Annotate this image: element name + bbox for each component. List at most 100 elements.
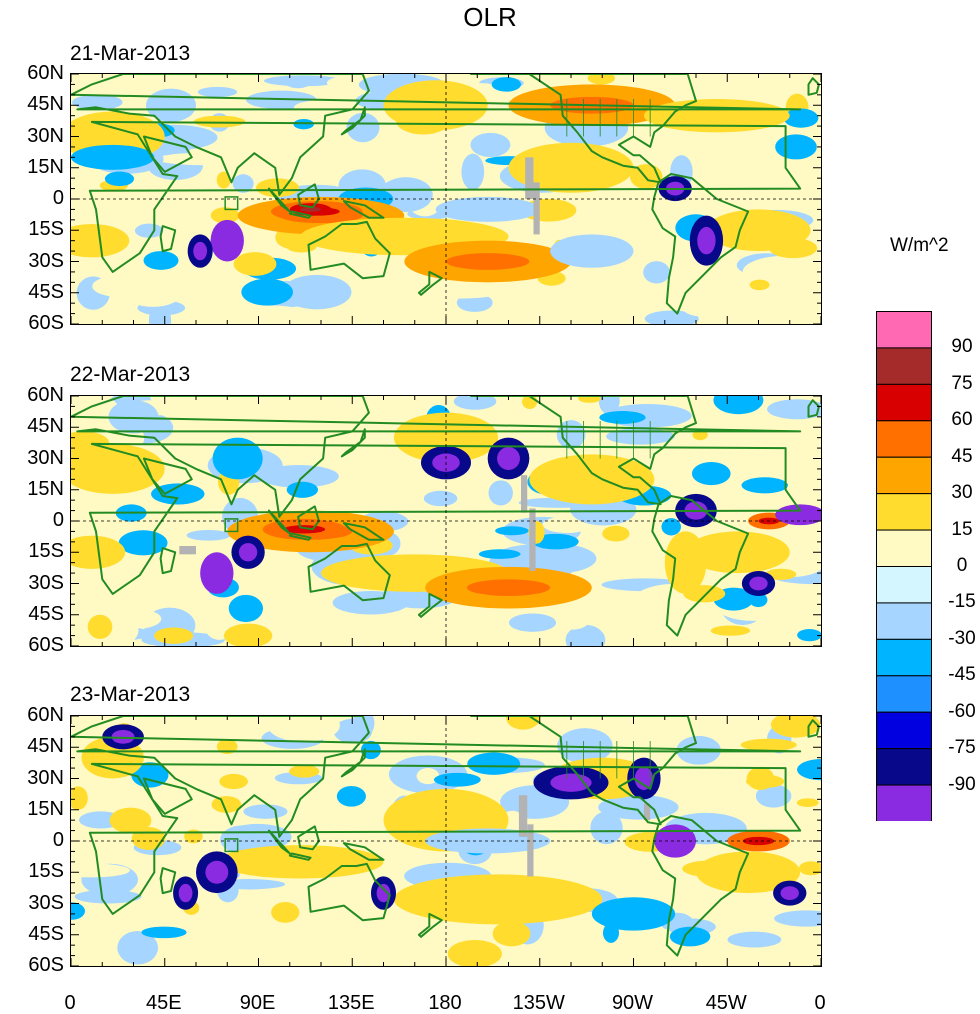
missing-data [533, 182, 540, 235]
colorbar-swatch [876, 566, 932, 604]
coastline [651, 495, 750, 637]
region-box [224, 838, 239, 853]
olr-anomaly-core [634, 767, 654, 790]
olr-anomaly-patch [186, 530, 231, 541]
olr-anomaly-patch [565, 924, 597, 947]
lat-label: 60S [28, 312, 64, 334]
region-box [224, 196, 239, 211]
olr-anomaly-patch [360, 740, 381, 760]
map-svg [70, 73, 822, 325]
coastline [340, 748, 366, 778]
coastline [297, 825, 320, 851]
coastline [159, 547, 177, 575]
colorbar-label: -75 [948, 737, 976, 759]
lon-label: 45E [145, 992, 182, 1014]
lat-label: 30S [28, 571, 64, 594]
olr-anomaly-blob [71, 144, 155, 170]
olr-anomaly-patch [551, 941, 588, 959]
olr-anomaly-core [300, 206, 321, 212]
olr-anomaly-patch [797, 629, 822, 642]
olr-anomaly-patch [495, 526, 529, 536]
olr-anomaly-patch [284, 75, 312, 89]
olr-anomaly-patch [346, 112, 380, 143]
olr-anomaly-patch [553, 597, 594, 630]
olr-anomaly-patch [233, 252, 277, 276]
missing-data [527, 824, 534, 877]
coastline [342, 522, 385, 541]
olr-anomaly-patch [508, 613, 557, 632]
olr-anomaly-patch [727, 931, 782, 948]
colorbar-swatch [876, 711, 932, 750]
lat-label: 0 [52, 187, 64, 209]
missing-data [529, 508, 536, 571]
olr-anomaly-patch [151, 483, 205, 505]
olr-anomaly-patch [488, 480, 513, 506]
olr-map-panel-3 [70, 715, 822, 967]
olr-anomaly-patch [691, 461, 731, 486]
olr-anomaly-patch [271, 901, 300, 923]
olr-anomaly-blob [212, 437, 263, 480]
olr-anomaly-core [749, 576, 768, 591]
olr-anomaly-patch [289, 764, 320, 778]
olr-anomaly-patch [123, 276, 183, 307]
olr-anomaly-patch [532, 533, 579, 550]
lat-label: 30N [27, 124, 64, 147]
olr-anomaly-patch [216, 739, 238, 755]
lon-label: 0 [64, 992, 76, 1014]
olr-anomaly-patch [211, 796, 242, 813]
lat-label: 60N [27, 384, 64, 406]
olr-anomaly-patch [154, 627, 194, 644]
panel-1-date: 21-Mar-2013 [70, 42, 191, 65]
olr-anomaly-core [205, 860, 229, 884]
olr-anomaly-patch [193, 115, 246, 128]
coastline [267, 187, 291, 213]
olr-anomaly-patch [598, 794, 679, 820]
lon-label: 45W [705, 992, 747, 1014]
coastline [88, 442, 802, 595]
map-svg [70, 395, 822, 647]
olr-anomaly-blob [550, 234, 634, 268]
olr-anomaly-patch [463, 720, 520, 752]
lat-label: 45S [28, 602, 64, 625]
lon-label: 0 [814, 992, 826, 1014]
olr-anomaly-patch [210, 207, 240, 224]
olr-anomaly-patch [783, 844, 822, 866]
colorbar-swatch [876, 420, 932, 458]
olr-anomaly-core [780, 886, 799, 900]
olr-anomaly-patch [796, 798, 819, 808]
olr-anomaly-patch [433, 715, 472, 742]
lat-label: 60S [28, 634, 64, 656]
coastline [288, 532, 312, 541]
olr-anomaly-patch [587, 73, 615, 85]
coastline [342, 200, 385, 219]
olr-anomaly-patch [70, 578, 148, 591]
olr-anomaly-patch [70, 902, 85, 920]
olr-anomaly-patch [423, 490, 458, 507]
colorbar [876, 311, 932, 821]
coastline [297, 505, 320, 531]
coastline [70, 73, 802, 196]
lat-label: 30N [27, 766, 64, 789]
colorbar-swatch [876, 638, 932, 677]
coastline [297, 183, 320, 209]
olr-anomaly-patch [565, 624, 606, 647]
olr-anomaly-blob [508, 142, 634, 193]
coastline [70, 395, 802, 518]
olr-anomaly-patch [70, 395, 119, 429]
coastline [159, 225, 177, 253]
map-svg [70, 715, 822, 967]
coastline [88, 120, 802, 273]
olr-anomaly-patch [492, 921, 531, 947]
olr-anomaly-patch [70, 863, 130, 878]
lat-label: 15S [28, 860, 64, 883]
olr-anomaly-patch [447, 939, 502, 967]
olr-anomaly-patch [228, 594, 264, 623]
olr-anomaly-core [497, 447, 520, 470]
olr-anomaly-patch [416, 767, 440, 785]
olr-anomaly-patch [70, 786, 88, 810]
olr-anomaly-patch [104, 171, 135, 187]
colorbar-label: -60 [948, 700, 976, 722]
olr-anomaly-patch [640, 719, 681, 750]
colorbar-swatch [876, 602, 932, 640]
coastline [342, 842, 385, 861]
